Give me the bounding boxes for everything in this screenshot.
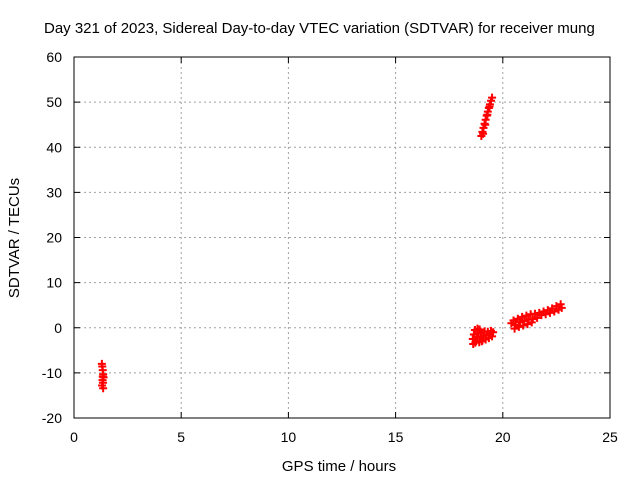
data-point <box>485 102 494 111</box>
y-tick-label: 50 <box>46 94 62 110</box>
data-point <box>518 312 527 321</box>
data-point <box>545 308 554 317</box>
y-tick-label: 10 <box>46 275 62 291</box>
data-point <box>471 338 480 347</box>
data-point <box>514 322 523 331</box>
x-axis-label: GPS time / hours <box>282 458 396 475</box>
data-point <box>488 93 497 102</box>
y-tick-label: 30 <box>46 184 62 200</box>
y-tick-label: 20 <box>46 230 62 246</box>
data-point <box>527 318 536 327</box>
y-axis-label: SDTVAR / TECUs <box>6 178 23 298</box>
y-tick-label: 40 <box>46 139 62 155</box>
x-tick-label: 15 <box>388 429 404 445</box>
x-tick-label: 20 <box>495 429 511 445</box>
data-point <box>481 120 490 129</box>
data-point <box>489 328 498 337</box>
data-point <box>557 303 566 312</box>
axis-ticks: 0 5 10 15 20 25 -20 -10 0 10 20 30 40 50 60 <box>42 49 618 445</box>
data-point <box>533 313 542 322</box>
y-tick-label: 60 <box>46 49 62 65</box>
data-point <box>550 307 559 316</box>
data-point <box>519 321 528 330</box>
x-tick-label: 25 <box>602 429 618 445</box>
x-tick-label: 0 <box>70 429 78 445</box>
x-tick-label: 5 <box>177 429 185 445</box>
data-point <box>488 332 497 341</box>
data-point <box>477 337 486 346</box>
y-tick-label: 0 <box>54 320 62 336</box>
grid-lines <box>74 57 610 418</box>
data-point <box>522 311 531 320</box>
data-point <box>98 372 107 381</box>
chart-title: Day 321 of 2023, Sidereal Day-to-day VTE… <box>44 20 595 37</box>
y-tick-label: -10 <box>42 365 62 381</box>
data-point <box>475 325 484 334</box>
data-points <box>97 93 566 393</box>
data-point <box>509 316 518 325</box>
data-point <box>541 310 550 319</box>
data-point <box>523 320 532 329</box>
data-point <box>510 324 519 333</box>
data-point <box>483 110 492 119</box>
data-point <box>99 384 108 393</box>
x-tick-label: 10 <box>281 429 297 445</box>
y-tick-label: -20 <box>42 410 62 426</box>
data-point <box>479 129 488 138</box>
